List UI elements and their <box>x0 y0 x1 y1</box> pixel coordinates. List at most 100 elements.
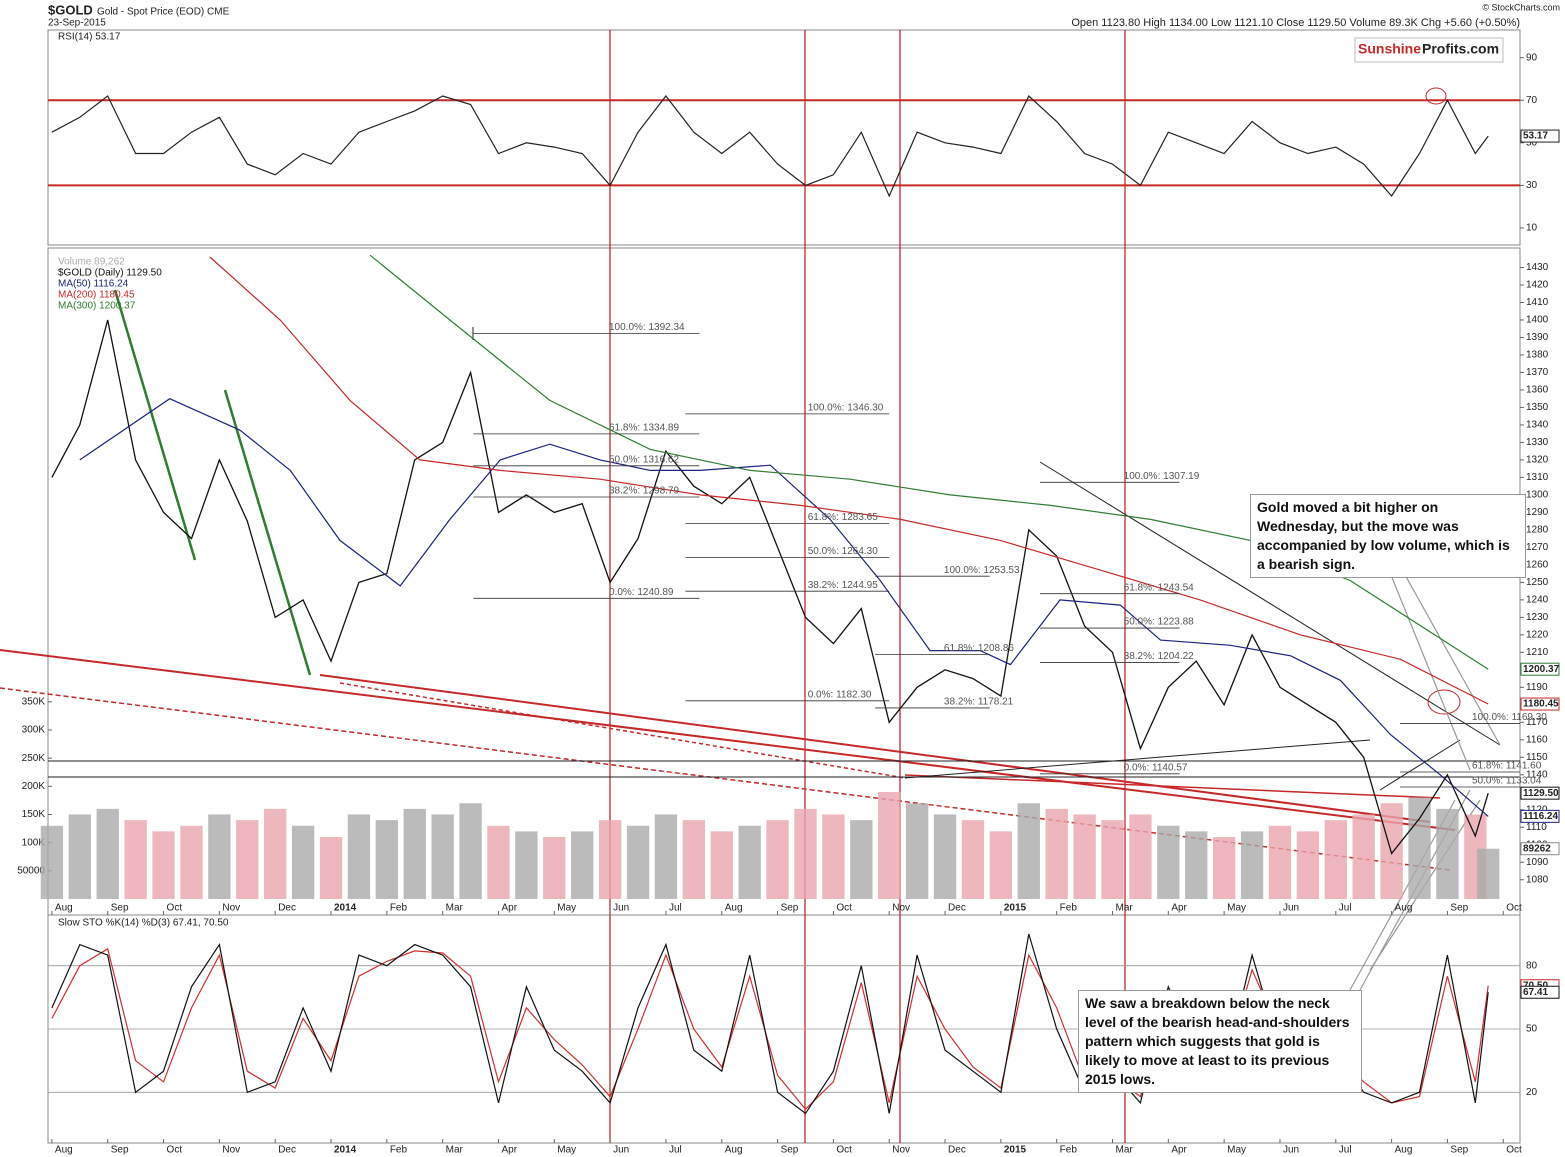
date: 23-Sep-2015 <box>48 18 106 29</box>
value-box <box>1520 786 1560 800</box>
volume-bar <box>1240 831 1264 899</box>
volume-bar <box>543 837 566 899</box>
x-tick-label: Sep <box>111 1145 129 1156</box>
x-tick-label: Aug <box>1395 1145 1413 1156</box>
x-tick-label: Jul <box>669 903 682 914</box>
volume-bar <box>431 814 454 899</box>
y-tick-label: 1340 <box>1526 420 1549 431</box>
volume-bar <box>710 831 733 899</box>
legend-entry: MA(300) 1200.37 <box>58 301 136 312</box>
trend-line <box>113 289 197 561</box>
volume-bar <box>1477 848 1500 899</box>
volume-bar <box>1045 808 1068 899</box>
volume-bar <box>933 814 957 899</box>
x-tick-label: Oct <box>167 903 183 914</box>
volume-bar <box>571 831 594 899</box>
volume-bar <box>1352 814 1375 899</box>
value-box-label: 67.41 <box>1523 987 1548 998</box>
y-tick-label: 1160 <box>1526 734 1548 745</box>
volume-bar <box>152 831 175 899</box>
y-tick-label: 1310 <box>1526 472 1549 483</box>
value-box <box>1520 662 1560 676</box>
x-tick-label: 2014 <box>334 903 357 914</box>
x-tick-label: Aug <box>725 903 743 914</box>
volume-bar <box>236 820 259 899</box>
volume-bar <box>905 803 929 899</box>
volume-bar <box>1017 803 1040 899</box>
y-tick-label: 1320 <box>1526 455 1549 466</box>
value-box-label: 1200.37 <box>1523 664 1560 675</box>
x-tick-label: Jul <box>669 1145 682 1156</box>
fib-label: 61.8%: 1283.65 <box>808 512 878 523</box>
series-line <box>79 398 1489 817</box>
fib-label: 0.0%: 1240.89 <box>609 587 674 598</box>
annotation: Gold moved a bit higher on Wednesday, bu… <box>1250 494 1526 578</box>
volume-bar <box>850 820 873 899</box>
x-tick-label: Oct <box>1506 903 1522 914</box>
volume-bar <box>403 808 426 899</box>
legend-entry: Volume 89,262 <box>58 257 125 268</box>
trend-line <box>0 649 1456 831</box>
value-box <box>1520 129 1560 143</box>
x-tick-label: Dec <box>948 903 966 914</box>
x-tick-label: Dec <box>278 1145 296 1156</box>
fib-label: 61.8%: 1208.86 <box>944 643 1014 654</box>
symbol: $GOLD <box>48 2 93 17</box>
x-tick-label: Oct <box>836 903 852 914</box>
fib-label: 38.2%: 1298.79 <box>609 486 679 497</box>
y-tick-label: 1220 <box>1526 629 1549 640</box>
fib-label: 50.0%: 1264.30 <box>808 546 878 557</box>
fib-label: 38.2%: 1178.21 <box>944 697 1014 708</box>
y-tick-label: 1260 <box>1526 560 1549 571</box>
volume-bar <box>1101 820 1124 899</box>
y-tick-label: 70 <box>1526 95 1538 106</box>
y-tick-label: 1170 <box>1526 717 1548 728</box>
fib-label: 100.0%: 1307.19 <box>1124 471 1200 482</box>
y-tick-label: 1140 <box>1526 769 1548 780</box>
volume-bar <box>878 791 901 899</box>
credit: © StockCharts.com <box>1482 2 1560 12</box>
trend-line <box>223 389 312 676</box>
volume-bar <box>1296 831 1320 899</box>
highlight-circle <box>1427 689 1461 715</box>
x-tick-label: Oct <box>836 1145 852 1156</box>
legend-entry: $GOLD (Daily) 1129.50 <box>58 268 162 279</box>
rsi-frame <box>47 29 1521 246</box>
trend-line <box>339 682 906 779</box>
legend-entry: MA(200) 1180.45 <box>58 290 135 301</box>
x-tick-label: Nov <box>892 903 910 914</box>
y-tick-label: 1190 <box>1526 682 1548 693</box>
y-tick-label: 1350 <box>1526 402 1549 413</box>
y-tick-label: 1300 <box>1526 490 1549 501</box>
volume-bar <box>347 814 371 899</box>
y2-tick-label: 50000 <box>17 865 45 876</box>
volume-bar <box>1380 803 1403 899</box>
x-tick-label: May <box>557 903 576 914</box>
series-line <box>369 254 1489 670</box>
series-line <box>209 256 1489 705</box>
x-tick-label: Aug <box>55 1145 73 1156</box>
x-tick-label: Oct <box>167 1145 183 1156</box>
fib-label: 100.0%: 1253.53 <box>944 565 1020 576</box>
x-tick-label: May <box>557 1145 576 1156</box>
y-tick-label: 1270 <box>1526 542 1549 553</box>
y-tick-label: 1080 <box>1526 874 1549 885</box>
y-tick-label: 50 <box>1526 137 1538 148</box>
x-tick-label: 2015 <box>1004 903 1027 914</box>
value-box-label: 1116.24 <box>1523 811 1558 822</box>
y-tick-label: 1150 <box>1526 752 1548 763</box>
logo-text: Sunshine <box>1358 41 1421 57</box>
trend-line <box>319 674 1431 823</box>
fib-label: 100.0%: 1346.30 <box>808 403 884 414</box>
fib-label: 0.0%: 1182.30 <box>808 689 872 700</box>
quote: Open 1123.80 High 1134.00 Low 1121.10 Cl… <box>1071 17 1520 29</box>
volume-bar <box>68 814 91 899</box>
volume-bar <box>654 814 678 899</box>
volume-bar <box>822 814 845 899</box>
volume-bar <box>738 825 761 899</box>
y2-tick-label: 350K <box>22 696 46 707</box>
legend-entry: MA(50) 1116.24 <box>58 279 129 290</box>
x-tick-label: Jun <box>613 903 629 914</box>
logo-box <box>1354 37 1504 63</box>
